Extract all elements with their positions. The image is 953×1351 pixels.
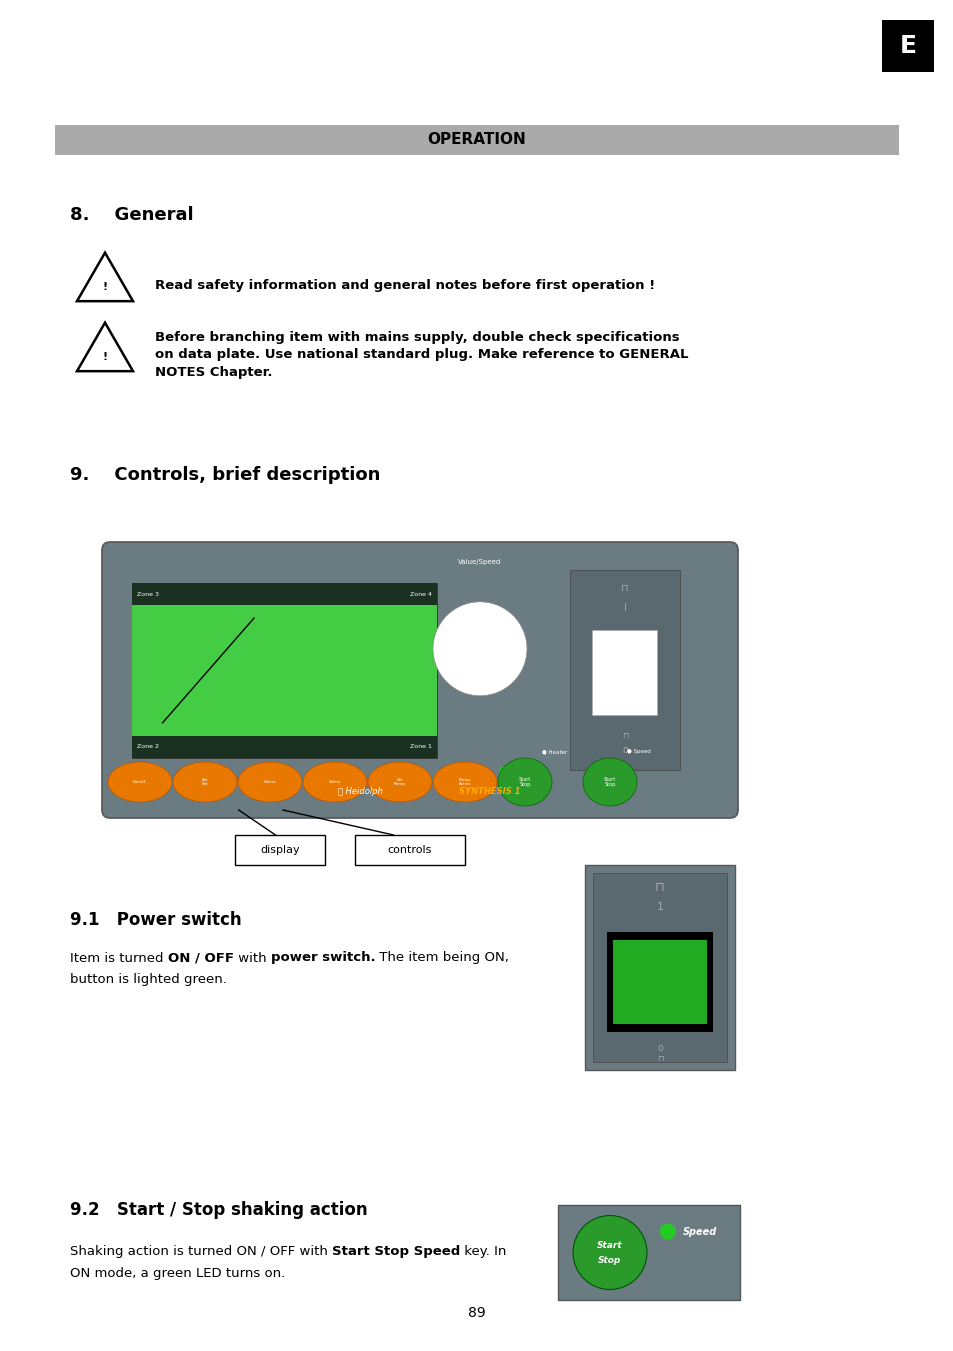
Bar <box>132 736 436 758</box>
Text: ⊓: ⊓ <box>655 881 664 893</box>
Bar <box>234 835 325 865</box>
Bar <box>558 1205 740 1300</box>
Bar <box>355 835 464 865</box>
Text: Start Stop Speed: Start Stop Speed <box>332 1246 460 1259</box>
Ellipse shape <box>108 762 172 802</box>
Ellipse shape <box>368 762 432 802</box>
Text: ● Heater: ● Heater <box>541 750 567 754</box>
Bar <box>606 932 712 1032</box>
Text: button is lighted green.: button is lighted green. <box>70 974 227 986</box>
Circle shape <box>573 1216 646 1289</box>
Text: ON mode, a green LED turns on.: ON mode, a green LED turns on. <box>70 1267 285 1281</box>
Text: Before branching item with mains supply, double check specifications: Before branching item with mains supply,… <box>154 331 679 343</box>
Bar <box>132 584 436 758</box>
Text: Set
Ramp: Set Ramp <box>394 778 406 786</box>
Ellipse shape <box>237 762 302 802</box>
Ellipse shape <box>303 762 367 802</box>
Text: 9.2   Start / Stop shaking action: 9.2 Start / Stop shaking action <box>70 1201 367 1219</box>
Text: ⊓: ⊓ <box>620 584 628 593</box>
Text: Start
Stop: Start Stop <box>518 777 531 788</box>
Ellipse shape <box>172 762 236 802</box>
Circle shape <box>659 1224 676 1240</box>
Text: E: E <box>899 34 916 58</box>
Bar <box>613 940 706 1024</box>
Bar <box>55 126 898 155</box>
Text: OPERATION: OPERATION <box>427 132 526 147</box>
Bar <box>584 865 734 1070</box>
Text: controls: controls <box>388 844 432 855</box>
Bar <box>882 20 933 72</box>
Text: Zone 1: Zone 1 <box>410 744 432 750</box>
Text: !: ! <box>102 282 108 292</box>
Text: 9.    Controls, brief description: 9. Controls, brief description <box>70 466 380 484</box>
Ellipse shape <box>497 758 552 807</box>
Text: o: o <box>621 744 627 755</box>
Text: Ramp
Active: Ramp Active <box>458 778 471 786</box>
Text: Start
Stop: Start Stop <box>603 777 616 788</box>
Text: 1: 1 <box>656 902 662 912</box>
Text: Identif.: Identif. <box>132 780 147 784</box>
Circle shape <box>498 766 511 778</box>
Text: Ⓞ Heidolph: Ⓞ Heidolph <box>337 788 382 797</box>
Polygon shape <box>77 253 132 301</box>
Ellipse shape <box>433 762 497 802</box>
Text: Select: Select <box>263 780 276 784</box>
Bar <box>132 584 436 605</box>
Text: Zone 4: Zone 4 <box>410 592 432 597</box>
Text: Item is turned: Item is turned <box>70 951 168 965</box>
Text: NOTES Chapter.: NOTES Chapter. <box>154 366 273 380</box>
Text: Act
Set: Act Set <box>201 778 208 786</box>
Text: o: o <box>657 1043 662 1052</box>
Bar <box>569 570 679 770</box>
Text: Select: Select <box>329 780 341 784</box>
Text: key. In: key. In <box>460 1246 506 1259</box>
Text: Shaking action is turned ON / OFF with: Shaking action is turned ON / OFF with <box>70 1246 332 1259</box>
Text: ON / OFF: ON / OFF <box>168 951 233 965</box>
Text: Start: Start <box>597 1242 622 1250</box>
Text: Value/Speed: Value/Speed <box>457 559 501 565</box>
Text: SYNTHESIS 1: SYNTHESIS 1 <box>458 788 520 797</box>
Text: I: I <box>623 603 626 613</box>
Bar <box>592 630 657 715</box>
Text: The item being ON,: The item being ON, <box>375 951 509 965</box>
Text: on data plate. Use national standard plug. Make reference to GENERAL: on data plate. Use national standard plu… <box>154 349 688 362</box>
Ellipse shape <box>582 758 637 807</box>
Text: ⊓: ⊓ <box>621 731 628 739</box>
Text: with: with <box>233 951 271 965</box>
Polygon shape <box>77 323 132 372</box>
Text: ⊓: ⊓ <box>656 1054 662 1062</box>
Text: !: ! <box>102 353 108 362</box>
Text: ● Speed: ● Speed <box>626 750 650 754</box>
Text: 9.1   Power switch: 9.1 Power switch <box>70 911 241 929</box>
Text: 89: 89 <box>468 1306 485 1320</box>
Bar <box>593 873 726 1062</box>
Bar <box>132 605 436 736</box>
Text: Zone 3: Zone 3 <box>137 592 159 597</box>
Text: Zone 2: Zone 2 <box>137 744 159 750</box>
Text: Stop: Stop <box>598 1256 621 1265</box>
Text: Read safety information and general notes before first operation !: Read safety information and general note… <box>154 278 655 292</box>
FancyBboxPatch shape <box>102 542 738 817</box>
Circle shape <box>433 601 526 696</box>
Text: 8.    General: 8. General <box>70 205 193 224</box>
Text: Speed: Speed <box>682 1227 717 1236</box>
Text: display: display <box>260 844 299 855</box>
Text: power switch.: power switch. <box>271 951 375 965</box>
